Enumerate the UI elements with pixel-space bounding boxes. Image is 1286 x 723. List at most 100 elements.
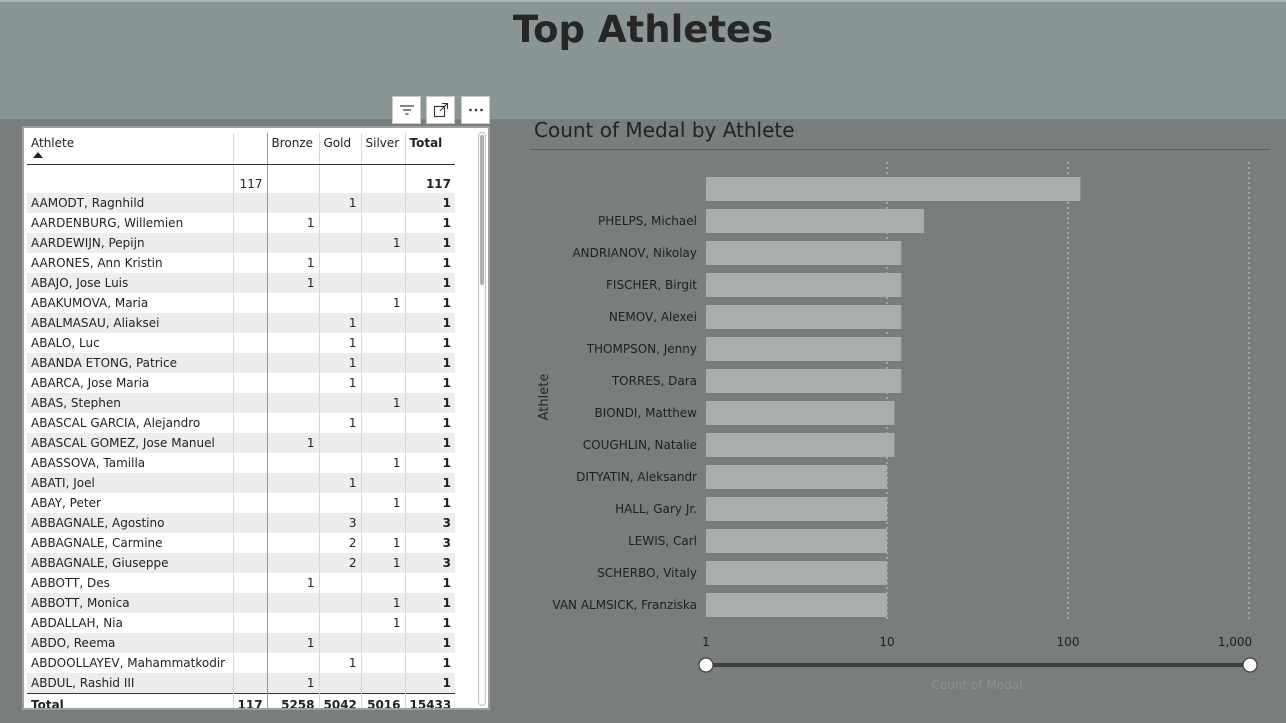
table-row[interactable]: ABALO, Luc 1 1 (27, 333, 455, 353)
bar[interactable] (706, 561, 887, 585)
cell-athlete: AAMODT, Ragnhild (27, 193, 233, 213)
cell-total: 1 (405, 673, 455, 694)
bar[interactable] (706, 529, 887, 553)
focus-mode-icon[interactable] (426, 96, 455, 124)
cell-total: 1 (405, 593, 455, 613)
total-cell-blank: 117 (232, 693, 268, 708)
cell-athlete: ABDALLAH, Nia (31, 616, 123, 630)
table-row[interactable]: AARONES, Ann Kristin 1 1 (27, 253, 455, 273)
table-row[interactable]: ABBOTT, Des 1 1 (27, 573, 455, 593)
zoom-slider-handle-end[interactable] (1242, 657, 1258, 673)
table-row[interactable]: ABBAGNALE, Giuseppe 2 1 3 (27, 553, 455, 573)
bar[interactable] (706, 401, 895, 425)
cell-silver (361, 373, 406, 393)
zoom-slider-handle-start[interactable] (698, 657, 714, 673)
table-row[interactable]: ABASCAL GARCIA, Alejandro 1 1 (27, 413, 455, 433)
cell-bronze (267, 353, 320, 373)
cell-athlete: ABBOTT, Des (31, 576, 110, 590)
cell-gold (319, 673, 362, 694)
y-axis-title: Athlete (537, 374, 552, 421)
table-row[interactable]: ABASSOVA, Tamilla 1 1 (27, 453, 455, 473)
bar[interactable] (706, 209, 924, 233)
bar[interactable] (706, 369, 902, 393)
table-row[interactable]: ABARCA, Jose Maria 1 1 (27, 373, 455, 393)
cell-blank (232, 253, 268, 273)
bar[interactable] (706, 177, 1081, 201)
y-tick-label: LEWIS, Carl (628, 534, 697, 548)
cell-silver (361, 353, 406, 373)
cell-gold: 1 (319, 353, 362, 373)
cell-athlete: ABALO, Luc (31, 336, 100, 350)
table-scrollbar[interactable] (478, 132, 486, 706)
cell-total: 1 (442, 416, 451, 430)
table-row[interactable]: 117 117 (27, 164, 455, 194)
bar[interactable] (706, 465, 887, 489)
table-row[interactable]: ABDO, Reema 1 1 (27, 633, 455, 653)
y-tick-label: SCHERBO, Vitaly (597, 566, 697, 580)
bar[interactable] (706, 593, 887, 617)
cell-athlete (27, 165, 233, 194)
table-row[interactable]: ABBAGNALE, Agostino 3 3 (27, 513, 455, 533)
athlete-medal-table: Athlete Bronze Gold Silver Total 117 117 A… (22, 126, 490, 710)
total-cell-bronze: 5258 (267, 693, 320, 708)
bar[interactable] (706, 273, 902, 297)
table-row[interactable]: ABAKUMOVA, Maria 1 1 (27, 293, 455, 313)
column-header-silver[interactable]: Silver (361, 133, 406, 165)
cell-blank (232, 353, 268, 373)
table-row[interactable]: ABALMASAU, Aliaksei 1 1 (27, 313, 455, 333)
y-tick-label: ANDRIANOV, Nikolay (572, 246, 697, 260)
cell-total: 1 (405, 473, 455, 493)
cell-gold (319, 393, 362, 413)
column-header-athlete[interactable]: Athlete (27, 133, 234, 165)
table-row[interactable]: ABBAGNALE, Carmine 2 1 3 (27, 533, 455, 553)
table-row[interactable]: AARDEWIJN, Pepijn 1 1 (27, 233, 455, 253)
column-header-bronze[interactable]: Bronze (267, 133, 320, 165)
cell-total: 3 (442, 536, 451, 550)
cell-gold (319, 573, 362, 593)
table-row[interactable]: ABAS, Stephen 1 1 (27, 393, 455, 413)
cell-total: 1 (405, 633, 455, 653)
table-row[interactable]: AARDENBURG, Willemien 1 1 (27, 213, 455, 233)
table-row[interactable]: ABDALLAH, Nia 1 1 (27, 613, 455, 633)
y-tick-label: BIONDI, Matthew (594, 406, 697, 420)
bar[interactable] (706, 241, 902, 265)
bar[interactable] (706, 337, 902, 361)
cell-bronze (267, 533, 320, 553)
cell-bronze: 1 (267, 573, 320, 593)
filter-icon[interactable] (392, 96, 421, 124)
cell-athlete: ABDO, Reema (27, 633, 233, 653)
column-header-total[interactable]: Total (405, 133, 455, 165)
cell-gold: 1 (319, 333, 362, 353)
table-header-row: Athlete Bronze Gold Silver Total (27, 133, 455, 165)
table-row[interactable]: ABDOOLLAYEV, Mahammatkodir 1 1 (27, 653, 455, 673)
table-row[interactable]: ABASCAL GOMEZ, Jose Manuel 1 1 (27, 433, 455, 453)
table-row[interactable]: AAMODT, Ragnhild 1 1 (27, 193, 455, 213)
cell-athlete: ABDUL, Rashid III (27, 673, 233, 694)
cell-total: 1 (405, 273, 455, 293)
column-header-blank[interactable] (233, 133, 268, 165)
cell-blank (232, 533, 268, 553)
cell-total: 1 (442, 576, 451, 590)
table-row[interactable]: ABAY, Peter 1 1 (27, 493, 455, 513)
bar[interactable] (706, 433, 895, 457)
column-header-gold[interactable]: Gold (319, 133, 362, 165)
cell-blank (232, 293, 268, 313)
table-row[interactable]: ABBOTT, Monica 1 1 (27, 593, 455, 613)
cell-silver: 1 (361, 293, 406, 313)
table-row[interactable]: ABDUL, Rashid III 1 1 (27, 673, 455, 694)
more-options-icon[interactable] (461, 96, 490, 124)
bar[interactable] (706, 497, 887, 521)
table-scroll-thumb[interactable] (480, 135, 484, 285)
cell-silver (361, 193, 406, 213)
cell-athlete: ABASCAL GOMEZ, Jose Manuel (27, 433, 233, 453)
table-row[interactable]: ABATI, Joel 1 1 (27, 473, 455, 493)
zoom-slider[interactable] (698, 657, 1258, 673)
x-axis-title: Count of Medal (932, 678, 1023, 692)
table-row[interactable]: ABANDA ETONG, Patrice 1 1 (27, 353, 455, 373)
cell-athlete: ABBAGNALE, Carmine (31, 536, 163, 550)
cell-athlete: AARONES, Ann Kristin (31, 256, 163, 270)
table-row[interactable]: ABAJO, Jose Luis 1 1 (27, 273, 455, 293)
y-tick-label: NEMOV, Alexei (609, 310, 697, 324)
bar[interactable] (706, 305, 902, 329)
cell-bronze (267, 613, 320, 633)
